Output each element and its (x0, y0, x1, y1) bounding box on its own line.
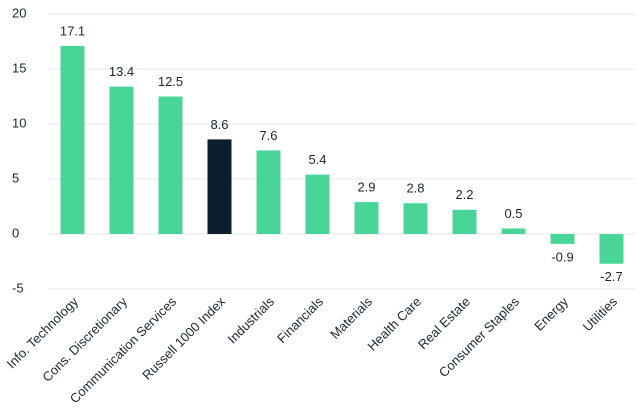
bar (60, 45, 85, 235)
value-label: 12.5 (158, 74, 183, 89)
bar (550, 234, 575, 244)
value-label: 5.4 (308, 152, 326, 167)
value-label: 0.5 (504, 206, 522, 221)
value-label: 17.1 (60, 23, 85, 38)
bar (599, 234, 624, 264)
y-tick-label: 5 (12, 170, 19, 185)
x-tick-label: Financials (274, 294, 326, 346)
bar (256, 150, 281, 234)
value-label: -0.9 (551, 249, 573, 264)
value-label: 8.6 (210, 117, 228, 132)
y-tick-label: -5 (12, 280, 24, 295)
bar (158, 96, 183, 234)
y-tick-label: 10 (12, 115, 26, 130)
bar (207, 139, 232, 234)
x-tick-label: Energy (531, 294, 571, 334)
value-label: -2.7 (600, 269, 622, 284)
value-label: 13.4 (109, 64, 134, 79)
value-label: 7.6 (259, 128, 277, 143)
x-tick-label: Russell 1000 Index (139, 294, 228, 383)
y-tick-label: 0 (12, 225, 19, 240)
bar (109, 86, 134, 234)
value-label: 2.9 (357, 180, 375, 195)
y-tick-label: 20 (12, 5, 26, 20)
bar (354, 202, 379, 234)
bar (305, 174, 330, 234)
x-tick-label: Materials (327, 294, 375, 342)
bar (403, 203, 428, 234)
x-tick-label: Cons. Discretionary (39, 294, 130, 385)
value-label: 2.8 (406, 181, 424, 196)
bar (452, 209, 477, 234)
x-tick-label: Industrials (225, 294, 278, 347)
value-label: 2.2 (455, 187, 473, 202)
x-tick-label: Utilities (580, 294, 621, 335)
bar (501, 228, 526, 234)
y-tick-label: 15 (12, 60, 26, 75)
